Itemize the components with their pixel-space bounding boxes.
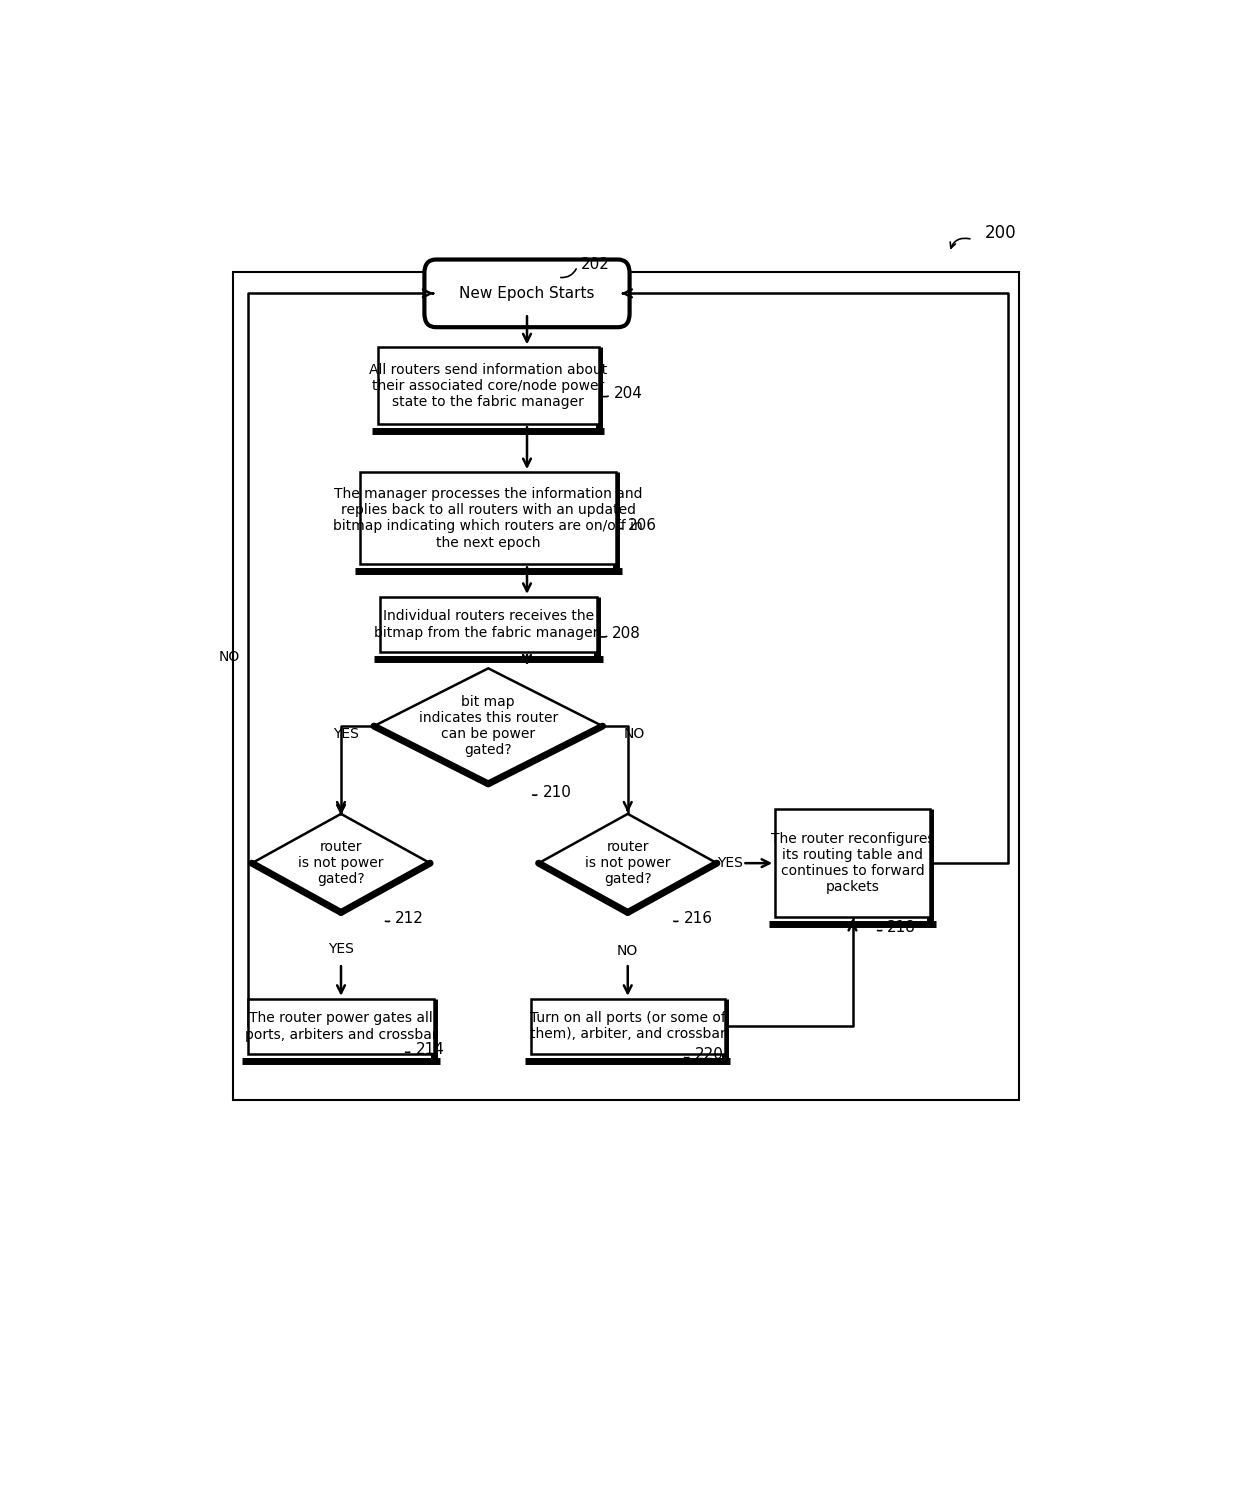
- Text: NO: NO: [618, 943, 639, 958]
- Text: bit map
indicates this router
can be power
gated?: bit map indicates this router can be pow…: [419, 695, 558, 758]
- Bar: [361, 472, 616, 565]
- Text: The manager processes the information and
replies back to all routers with an up: The manager processes the information an…: [334, 487, 644, 550]
- Text: New Epoch Starts: New Epoch Starts: [459, 286, 595, 300]
- Text: 218: 218: [888, 921, 916, 936]
- Bar: [775, 809, 930, 916]
- Text: 216: 216: [683, 910, 713, 925]
- Text: router
is not power
gated?: router is not power gated?: [585, 840, 671, 887]
- FancyBboxPatch shape: [424, 260, 630, 327]
- Text: 210: 210: [543, 785, 572, 800]
- Text: 212: 212: [396, 910, 424, 925]
- Text: Individual routers receives the
bitmap from the fabric manager.: Individual routers receives the bitmap f…: [374, 610, 601, 640]
- Text: router
is not power
gated?: router is not power gated?: [299, 840, 383, 887]
- Polygon shape: [538, 813, 717, 912]
- Text: NO: NO: [624, 727, 645, 742]
- Text: The router power gates all
ports, arbiters and crossbar: The router power gates all ports, arbite…: [244, 1011, 438, 1042]
- Text: YES: YES: [329, 942, 353, 957]
- Text: Turn on all ports (or some of
them), arbiter, and crossbar: Turn on all ports (or some of them), arb…: [529, 1011, 725, 1042]
- Text: 204: 204: [614, 386, 642, 401]
- Text: YES: YES: [334, 727, 358, 742]
- Text: 202: 202: [582, 257, 610, 272]
- Bar: [233, 272, 1019, 1099]
- Text: 214: 214: [415, 1042, 444, 1057]
- Text: The router reconfigures
its routing table and
continues to forward
packets: The router reconfigures its routing tabl…: [771, 831, 934, 894]
- Text: 220: 220: [694, 1048, 723, 1063]
- Text: All routers send information about
their associated core/node power
state to the: All routers send information about their…: [370, 363, 608, 410]
- Polygon shape: [374, 668, 603, 783]
- Text: 200: 200: [985, 224, 1016, 242]
- Text: 206: 206: [627, 519, 657, 534]
- Text: 208: 208: [613, 626, 641, 641]
- Text: YES: YES: [717, 857, 743, 870]
- Bar: [531, 999, 724, 1054]
- Text: NO: NO: [219, 650, 241, 664]
- Bar: [248, 999, 434, 1054]
- Bar: [379, 597, 596, 652]
- Bar: [378, 347, 599, 425]
- Polygon shape: [252, 813, 430, 912]
